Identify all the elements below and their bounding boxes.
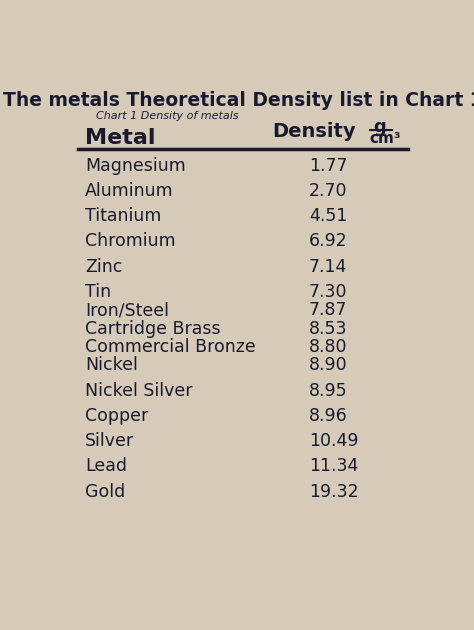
Text: 4.51: 4.51 (309, 207, 347, 225)
Text: 7.87: 7.87 (309, 301, 347, 319)
Text: Silver: Silver (85, 432, 134, 450)
Text: 19.32: 19.32 (309, 483, 359, 501)
Text: Cartridge Brass: Cartridge Brass (85, 319, 220, 338)
Text: 8.80: 8.80 (309, 338, 347, 356)
Text: Metal: Metal (85, 127, 155, 147)
Text: 7.14: 7.14 (309, 258, 347, 275)
Text: 8.96: 8.96 (309, 407, 348, 425)
Text: Density: Density (272, 122, 356, 140)
Text: g: g (374, 118, 386, 136)
Text: Copper: Copper (85, 407, 148, 425)
Text: The metals Theoretical Density list in Chart 1: The metals Theoretical Density list in C… (3, 91, 474, 110)
Text: Aluminum: Aluminum (85, 182, 173, 200)
Text: 11.34: 11.34 (309, 457, 358, 476)
Text: Gold: Gold (85, 483, 125, 501)
Text: Titanium: Titanium (85, 207, 161, 225)
Text: Chromium: Chromium (85, 232, 175, 250)
Text: 6.92: 6.92 (309, 232, 348, 250)
Text: Nickel: Nickel (85, 357, 138, 374)
Text: Commercial Bronze: Commercial Bronze (85, 338, 255, 356)
Text: 2.70: 2.70 (309, 182, 347, 200)
Text: Zinc: Zinc (85, 258, 122, 275)
Text: cm³: cm³ (370, 131, 401, 146)
Text: 1.77: 1.77 (309, 157, 347, 175)
Text: Tin: Tin (85, 283, 111, 301)
Text: 10.49: 10.49 (309, 432, 358, 450)
Text: 8.95: 8.95 (309, 382, 347, 399)
Text: 7.30: 7.30 (309, 283, 347, 301)
Text: Magnesium: Magnesium (85, 157, 186, 175)
Text: 8.53: 8.53 (309, 319, 347, 338)
Text: 8.90: 8.90 (309, 357, 347, 374)
Text: Chart 1 Density of metals: Chart 1 Density of metals (96, 110, 238, 120)
Text: Nickel Silver: Nickel Silver (85, 382, 192, 399)
Text: Iron/Steel: Iron/Steel (85, 301, 169, 319)
Text: Lead: Lead (85, 457, 127, 476)
